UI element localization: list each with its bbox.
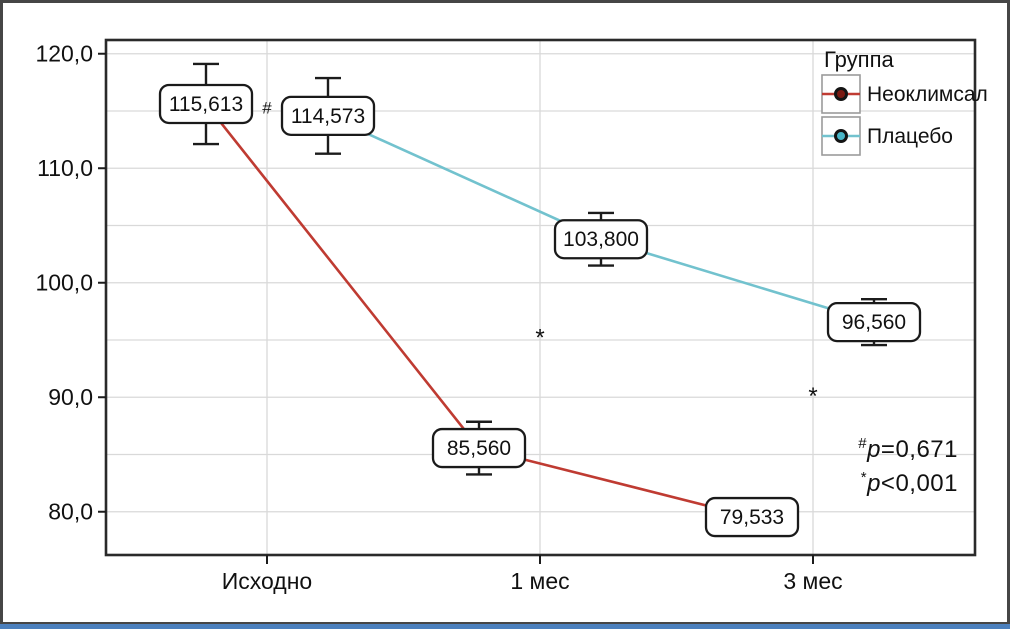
value-label: 115,613 <box>169 93 243 116</box>
p-value: <0,001 <box>880 470 958 497</box>
value-label-box <box>280 95 376 137</box>
p-value: =0,671 <box>880 436 958 463</box>
value-label-box <box>826 301 922 343</box>
x-tick-label: 1 мес <box>510 568 569 594</box>
footnote-line-2: *p<0,001 <box>858 467 958 501</box>
significance-marker: * <box>535 325 544 352</box>
significance-marker: # <box>262 99 272 118</box>
legend-label: Плацебо <box>867 125 953 148</box>
y-tick-label: 90,0 <box>48 384 93 410</box>
p-symbol: p <box>867 470 881 497</box>
significance-notes: #p=0,671 *p<0,001 <box>858 433 958 501</box>
value-label-box <box>704 496 800 538</box>
value-label-box <box>553 219 649 260</box>
star-marker: * <box>860 469 868 486</box>
value-label-box <box>158 83 254 125</box>
y-tick-label: 100,0 <box>35 270 93 296</box>
x-tick-label: 3 мес <box>783 568 842 594</box>
value-label: 114,573 <box>291 105 365 128</box>
hash-marker: # <box>858 435 868 452</box>
bottom-border-strip <box>0 624 1010 629</box>
value-label: 79,533 <box>720 506 784 529</box>
legend-label: Неоклимсал <box>867 83 988 106</box>
value-label: 85,560 <box>447 437 511 460</box>
footnote-line-1: #p=0,671 <box>858 433 958 467</box>
significance-marker: * <box>808 383 817 410</box>
y-tick-label: 110,0 <box>37 155 93 181</box>
x-tick-label: Исходно <box>222 568 312 594</box>
legend-title: Группа <box>824 47 894 72</box>
legend-marker-icon <box>834 129 848 143</box>
p-symbol: p <box>867 436 881 463</box>
legend-marker-icon <box>834 87 848 101</box>
value-label: 96,560 <box>842 311 906 334</box>
value-label-box <box>431 427 527 469</box>
y-tick-label: 120,0 <box>35 41 93 67</box>
y-tick-label: 80,0 <box>48 499 93 525</box>
value-label: 103,800 <box>563 228 639 251</box>
